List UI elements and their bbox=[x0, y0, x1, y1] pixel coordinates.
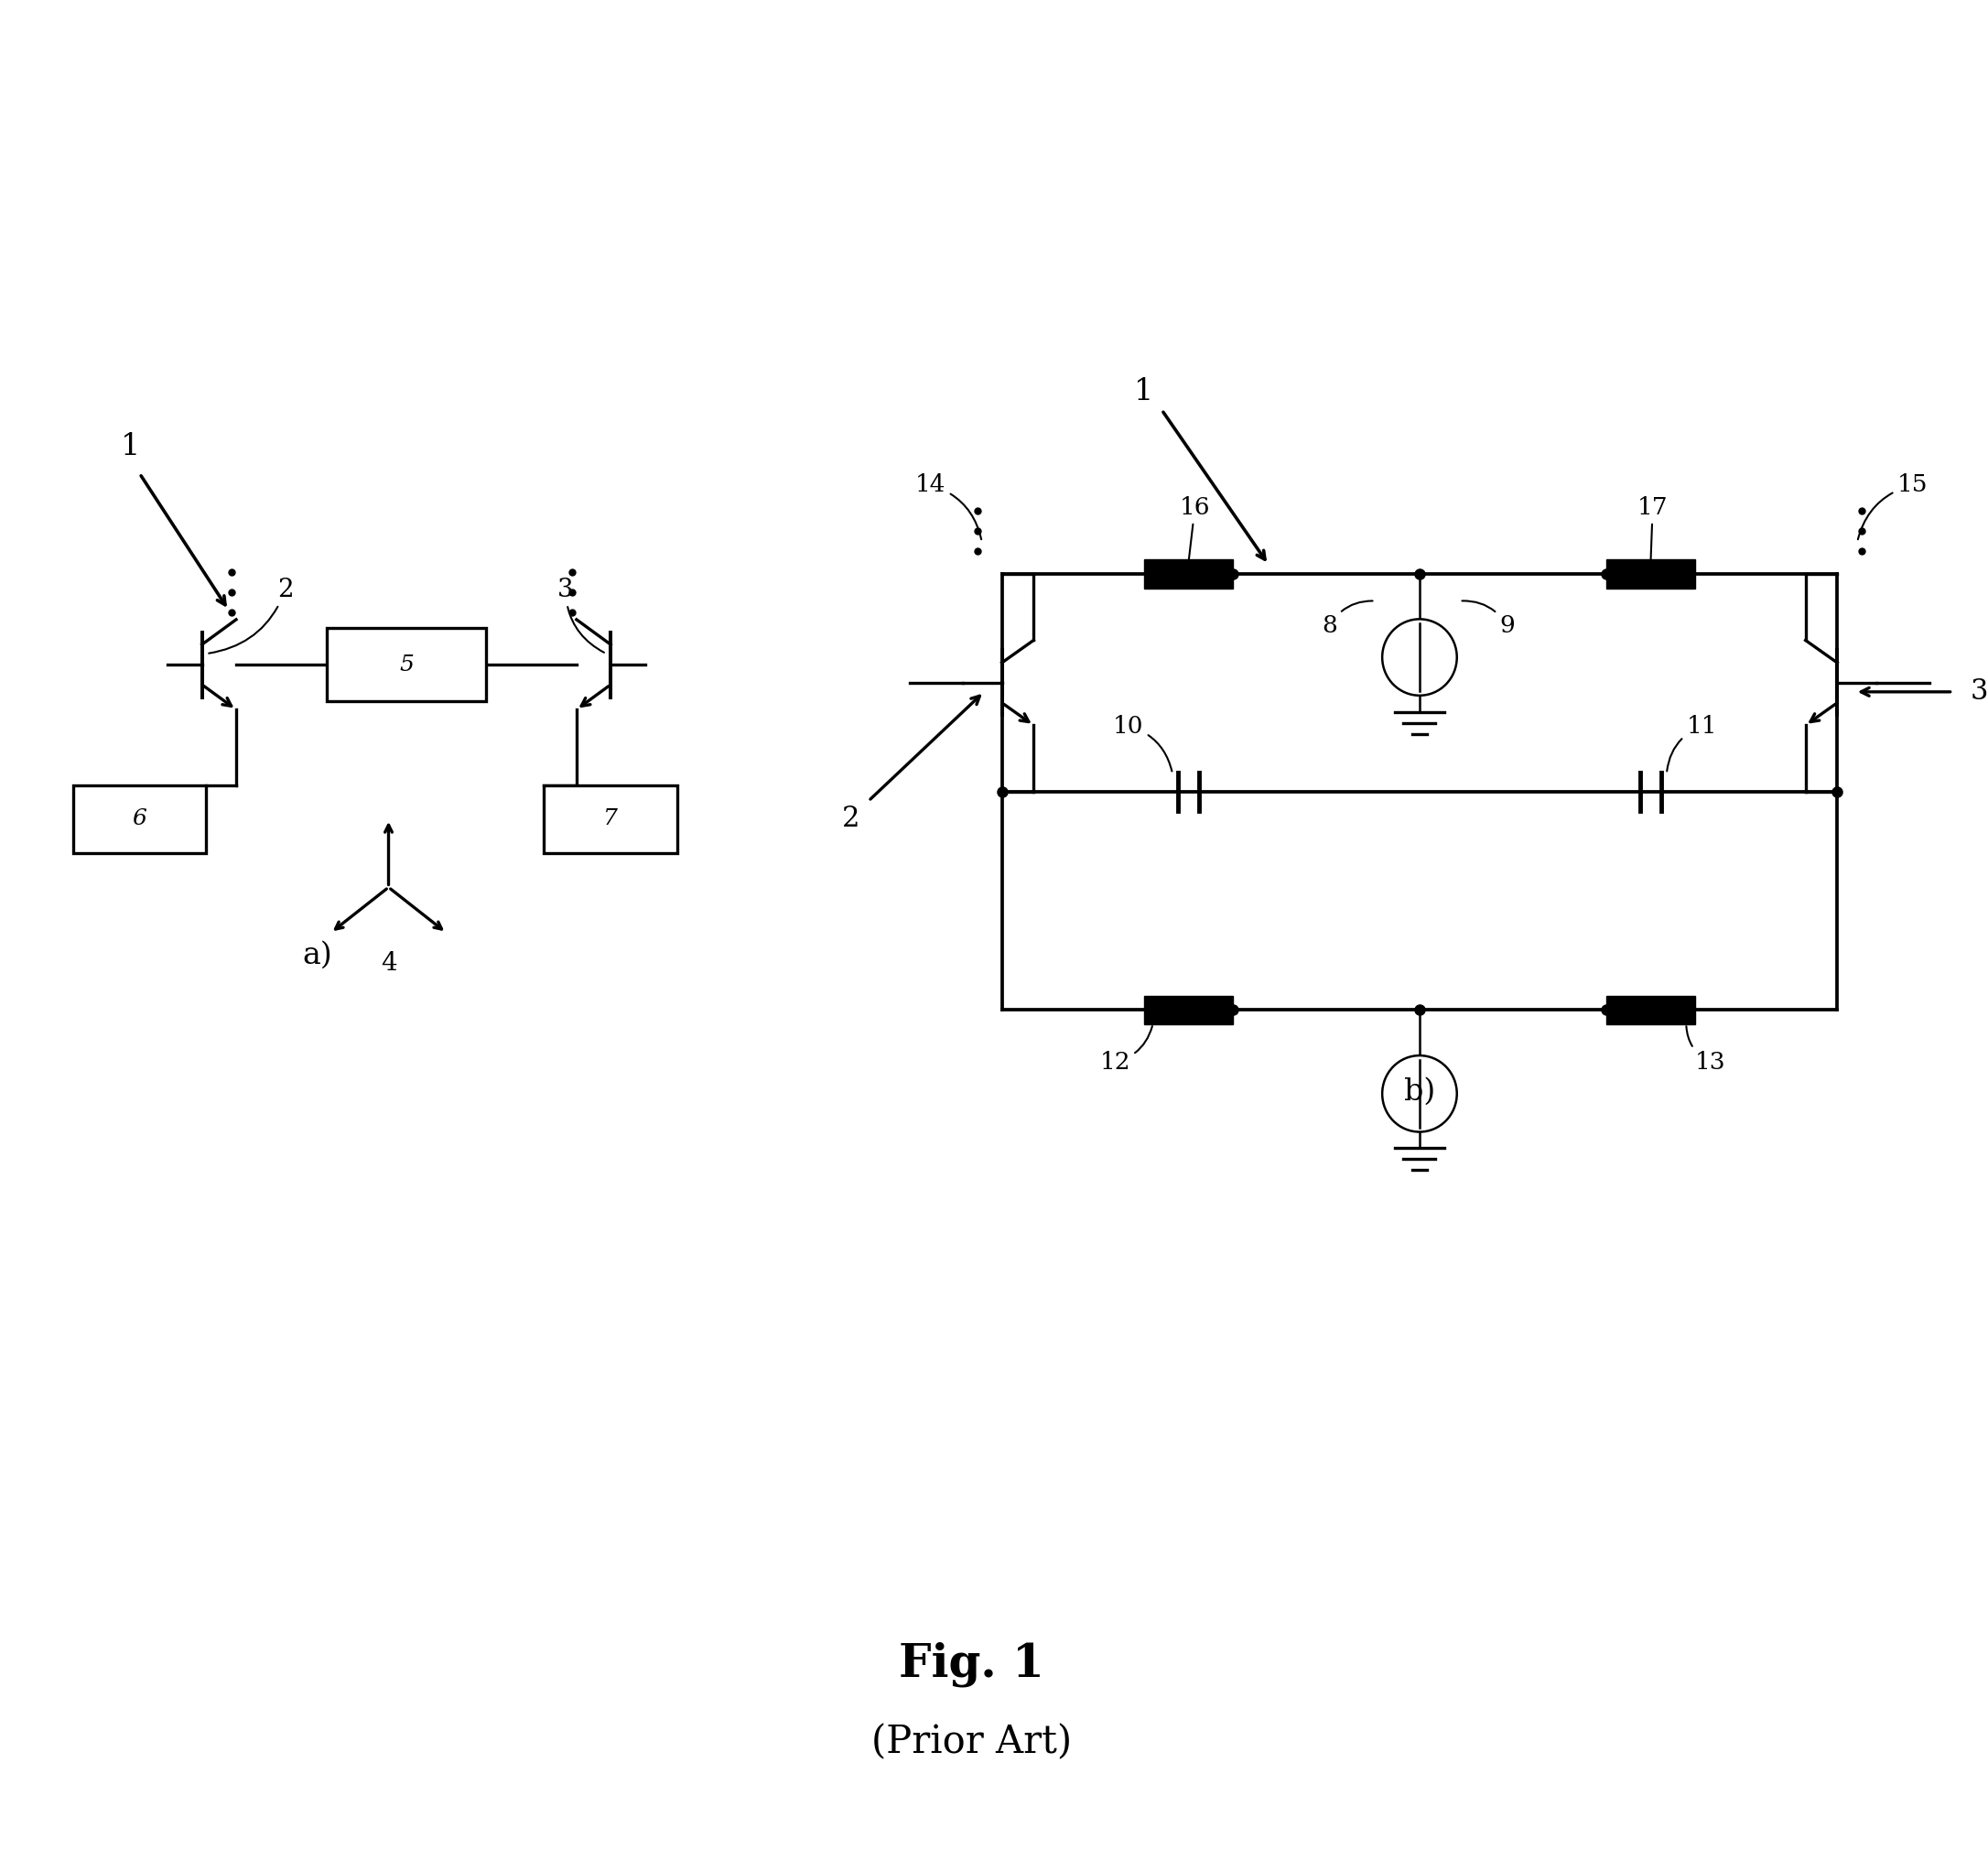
Text: Fig. 1: Fig. 1 bbox=[899, 1643, 1044, 1688]
Text: 1: 1 bbox=[1135, 378, 1153, 406]
Text: 5: 5 bbox=[400, 655, 414, 675]
Text: 6: 6 bbox=[133, 808, 147, 829]
Text: (Prior Art): (Prior Art) bbox=[871, 1723, 1072, 1761]
Text: 11: 11 bbox=[1666, 715, 1718, 771]
Text: 12: 12 bbox=[1099, 1025, 1153, 1074]
Text: 14: 14 bbox=[914, 473, 982, 539]
Bar bbox=[1606, 995, 1696, 1025]
Text: 8: 8 bbox=[1322, 601, 1372, 638]
Text: b): b) bbox=[1404, 1078, 1435, 1106]
Text: 13: 13 bbox=[1686, 1025, 1726, 1074]
Text: a): a) bbox=[302, 941, 332, 971]
Text: 2: 2 bbox=[209, 576, 294, 653]
Text: 3: 3 bbox=[557, 576, 604, 653]
Bar bbox=[545, 786, 678, 853]
Text: 7: 7 bbox=[604, 808, 618, 829]
Text: 9: 9 bbox=[1461, 601, 1515, 638]
Text: 4: 4 bbox=[380, 950, 398, 975]
Text: 15: 15 bbox=[1859, 473, 1928, 539]
Text: 2: 2 bbox=[841, 805, 859, 833]
Text: 3: 3 bbox=[1970, 677, 1988, 705]
Text: 17: 17 bbox=[1638, 496, 1668, 559]
Text: 1: 1 bbox=[121, 432, 141, 460]
Bar bbox=[1143, 995, 1233, 1025]
Circle shape bbox=[1382, 1055, 1457, 1132]
Bar bbox=[74, 786, 207, 853]
Bar bbox=[1606, 559, 1696, 587]
Text: 16: 16 bbox=[1179, 496, 1211, 559]
Bar bbox=[1143, 559, 1233, 587]
Circle shape bbox=[1382, 619, 1457, 696]
Bar bbox=[326, 629, 487, 702]
Text: 10: 10 bbox=[1113, 715, 1171, 771]
